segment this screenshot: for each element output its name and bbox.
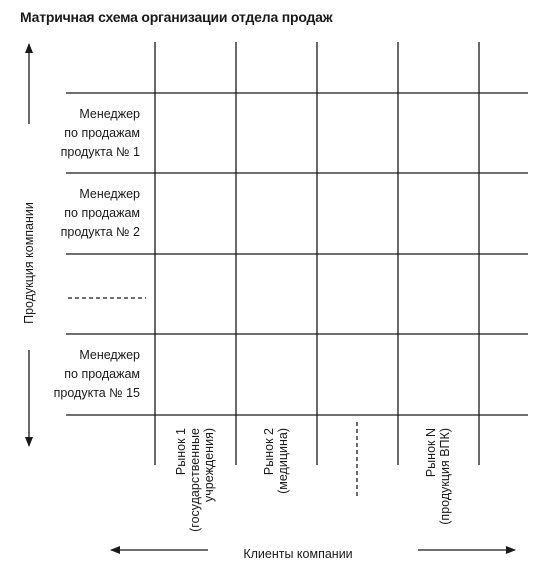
column-label-line: (медицина)	[276, 428, 290, 494]
row-label-line: по продажам	[64, 126, 140, 140]
column-label-line: (государственные	[188, 428, 202, 532]
x-axis-label: Клиенты компании	[243, 547, 352, 561]
grid-horizontal-lines	[66, 92, 528, 416]
row-label-line: по продажам	[64, 367, 140, 381]
row-label-line: Менеджер	[79, 107, 140, 121]
y-axis-label: Продукция компании	[22, 202, 36, 324]
column-label: Рынок 1 (государственные учреждения)	[174, 428, 216, 532]
row-label-line: продукта № 1	[61, 145, 140, 159]
row-label-line: Менеджер	[79, 348, 140, 362]
column-label-line: учреждения)	[202, 428, 216, 502]
column-label-line: (продукция ВПК)	[438, 428, 452, 525]
row-label-line: продукта № 2	[61, 225, 140, 239]
row-label-line: Менеджер	[79, 187, 140, 201]
column-label-line: Рынок 1	[174, 428, 188, 475]
column-label: Рынок 2 (медицина)	[262, 428, 290, 494]
column-label-line: Рынок N	[424, 428, 438, 477]
row-label-line: продукта № 15	[54, 386, 140, 400]
row-label-line: по продажам	[64, 206, 140, 220]
row-labels: Менеджер по продажам продукта № 1 Менеджер п…	[54, 107, 140, 400]
column-label: Рынок N (продукция ВПК)	[424, 428, 452, 525]
column-label-line: Рынок 2	[262, 428, 276, 475]
diagram-title: Матричная схема организации отдела прода…	[20, 9, 333, 25]
column-labels: Рынок 1 (государственные учреждения) Рынок …	[174, 428, 452, 532]
